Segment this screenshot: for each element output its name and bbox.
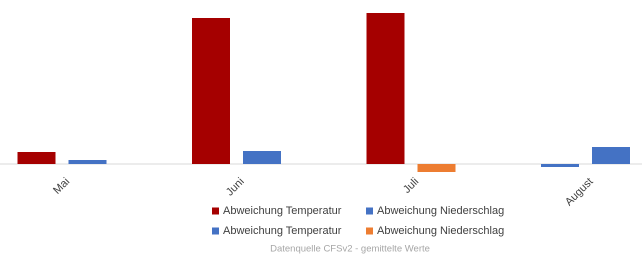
legend-label: Abweichung Temperatur: [223, 205, 342, 217]
legend-swatch: [212, 207, 219, 215]
x-tick-label: Juni: [224, 176, 247, 199]
caption: Datenquelle CFSv2 - gemittelte Werte: [270, 244, 430, 255]
bar: [17, 152, 56, 164]
legend-label: Abweichung Niederschlag: [377, 225, 504, 237]
bar: [68, 160, 107, 164]
legend-label: Abweichung Temperatur: [223, 225, 342, 237]
bar: [592, 147, 630, 164]
legend-swatch: [366, 207, 373, 215]
legend-swatch: [366, 227, 373, 235]
bar: [243, 151, 281, 164]
x-tick-label: August: [563, 176, 596, 209]
x-tick-label: Juli: [401, 176, 421, 196]
legend-swatch: [212, 227, 219, 235]
bar: [417, 164, 456, 172]
legend-label: Abweichung Niederschlag: [377, 205, 504, 217]
bar: [192, 18, 230, 164]
x-tick-label: Mai: [51, 176, 72, 197]
bar: [541, 164, 579, 167]
bar: [366, 13, 405, 164]
